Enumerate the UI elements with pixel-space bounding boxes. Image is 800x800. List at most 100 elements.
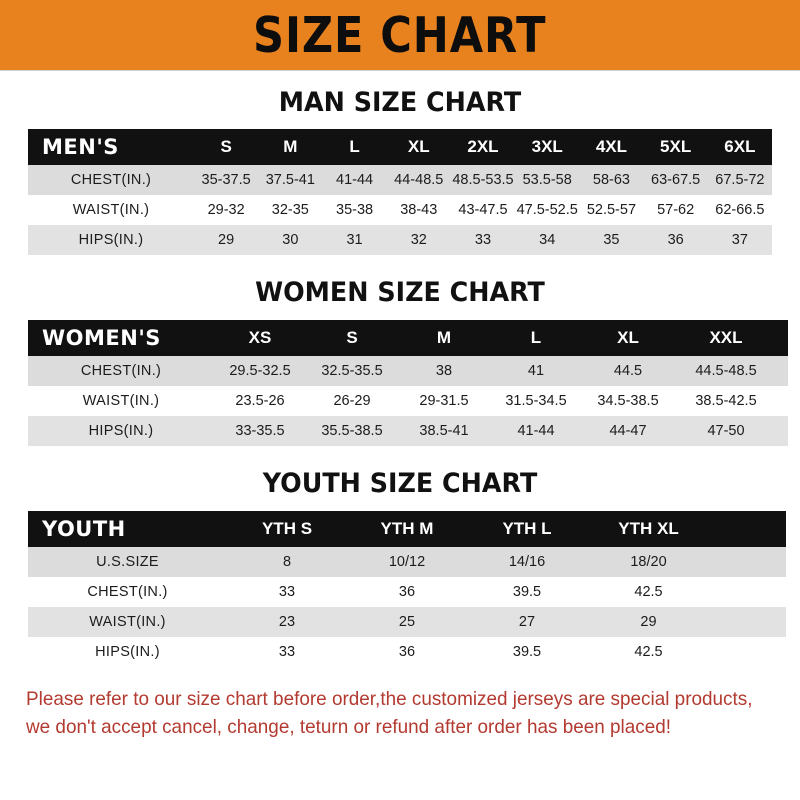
women-size-col-1: S bbox=[346, 328, 358, 347]
footer-disclaimer-line-1: Please refer to our size chart before or… bbox=[26, 688, 753, 710]
youth-row-3-label: HIPS(IN.) bbox=[95, 644, 160, 660]
women-row-1-cell-0: 23.5-26 bbox=[235, 393, 285, 409]
youth-size-col-0: YTH S bbox=[261, 519, 313, 538]
women-section-title: WOMEN SIZE CHART bbox=[255, 277, 545, 308]
women-table-body: WOMEN'S XS S M L XL XXL CHEST(IN.) 29.5-… bbox=[28, 320, 788, 446]
table-row: CHEST(IN.) 35-37.5 37.5-41 41-44 44-48.5… bbox=[28, 165, 772, 195]
women-header-spacer bbox=[778, 320, 788, 356]
youth-row-2-spacer bbox=[710, 607, 786, 637]
man-size-col-6: 4XL bbox=[595, 137, 628, 156]
man-size-col-3: XL bbox=[407, 137, 430, 156]
women-row-2-cell-3: 41-44 bbox=[517, 423, 555, 439]
man-row-2-cell-1: 30 bbox=[282, 232, 299, 248]
man-row-1-cell-5: 47.5-52.5 bbox=[516, 202, 578, 218]
women-header-label: WOMEN'S bbox=[42, 326, 161, 350]
man-section-title: MAN SIZE CHART bbox=[278, 87, 522, 118]
youth-row-1-cell-0: 33 bbox=[278, 584, 296, 600]
man-size-col-8: 6XL bbox=[724, 137, 756, 156]
women-row-1-spacer bbox=[778, 386, 788, 416]
youth-row-0-cell-2: 14/16 bbox=[508, 554, 546, 570]
youth-row-2-cell-3: 29 bbox=[640, 614, 657, 630]
man-size-col-1: M bbox=[283, 137, 298, 156]
man-size-col-7: 5XL bbox=[660, 137, 692, 156]
man-row-0-cell-5: 53.5-58 bbox=[522, 172, 572, 188]
women-row-0-cell-3: 41 bbox=[527, 363, 545, 379]
youth-row-3-cell-1: 36 bbox=[398, 644, 416, 660]
man-row-2-cell-8: 37 bbox=[731, 232, 748, 248]
women-row-2-cell-1: 35.5-38.5 bbox=[321, 423, 383, 439]
youth-row-1-spacer bbox=[710, 577, 786, 607]
man-row-1-cell-8: 62-66.5 bbox=[715, 202, 765, 218]
man-row-0-cell-0: 35-37.5 bbox=[201, 172, 251, 188]
man-row-0-cell-6: 58-63 bbox=[592, 172, 630, 188]
man-row-1-cell-0: 29-32 bbox=[207, 202, 245, 218]
youth-row-1-label: CHEST(IN.) bbox=[87, 584, 168, 600]
table-row: CHEST(IN.) 33 36 39.5 42.5 bbox=[28, 577, 786, 607]
footer-disclaimer-line-2: we don't accept cancel, change, teturn o… bbox=[26, 716, 672, 739]
man-row-2-cell-2: 31 bbox=[346, 232, 363, 248]
table-row: HIPS(IN.) 33 36 39.5 42.5 bbox=[28, 637, 786, 667]
women-row-2-cell-5: 47-50 bbox=[707, 423, 745, 439]
man-row-1-label: WAIST(IN.) bbox=[72, 202, 150, 218]
women-row-0-spacer bbox=[778, 356, 788, 386]
youth-header-spacer bbox=[710, 511, 786, 547]
page-banner: SIZE CHART bbox=[0, 0, 800, 71]
women-row-1-cell-3: 31.5-34.5 bbox=[505, 393, 567, 409]
man-row-1-cell-6: 52.5-57 bbox=[586, 202, 637, 218]
man-row-0-cell-3: 44-48.5 bbox=[394, 172, 444, 188]
women-size-col-0: XS bbox=[248, 328, 272, 347]
man-row-0-cell-8: 67.5-72 bbox=[715, 172, 765, 188]
youth-size-col-1: YTH M bbox=[380, 519, 434, 538]
man-size-col-0: S bbox=[220, 137, 232, 156]
page-title: SIZE CHART bbox=[253, 6, 547, 64]
youth-row-1-cell-1: 36 bbox=[398, 584, 416, 600]
man-row-0-cell-1: 37.5-41 bbox=[265, 172, 315, 188]
man-row-1-cell-3: 38-43 bbox=[400, 202, 438, 218]
table-row: U.S.SIZE 8 10/12 14/16 18/20 bbox=[28, 547, 786, 577]
man-row-2-cell-4: 33 bbox=[474, 232, 492, 248]
youth-row-3-spacer bbox=[710, 637, 786, 667]
man-table-body: MEN'S S M L XL 2XL 3XL 4XL 5XL 6XL CHEST… bbox=[28, 129, 772, 255]
youth-row-2-cell-0: 23 bbox=[278, 614, 296, 630]
footer-disclaimer: Please refer to our size chart before or… bbox=[26, 685, 752, 742]
table-row: WAIST(IN.) 29-32 32-35 35-38 38-43 43-47… bbox=[28, 195, 772, 225]
youth-row-0-cell-0: 8 bbox=[282, 554, 292, 570]
women-row-1-cell-4: 34.5-38.5 bbox=[597, 393, 659, 409]
women-table-header-row: WOMEN'S XS S M L XL XXL bbox=[28, 320, 788, 356]
man-row-0-cell-4: 48.5-53.5 bbox=[452, 172, 514, 188]
table-row: HIPS(IN.) 29 30 31 32 33 34 35 36 37 bbox=[28, 225, 772, 255]
man-row-2-cell-0: 29 bbox=[218, 232, 235, 248]
youth-header-label: YOUTH bbox=[42, 517, 126, 541]
women-row-1-cell-1: 26-29 bbox=[333, 393, 371, 409]
youth-row-3-cell-2: 39.5 bbox=[512, 644, 542, 660]
youth-size-col-3: YTH XL bbox=[618, 519, 679, 538]
man-size-table: MEN'S S M L XL 2XL 3XL 4XL 5XL 6XL CHEST… bbox=[28, 129, 772, 255]
youth-table-header-row: YOUTH YTH S YTH M YTH L YTH XL bbox=[28, 511, 786, 547]
youth-size-table: YOUTH YTH S YTH M YTH L YTH XL U.S.SIZE … bbox=[28, 511, 786, 667]
youth-row-0-cell-3: 18/20 bbox=[630, 554, 667, 570]
women-size-table: WOMEN'S XS S M L XL XXL CHEST(IN.) 29.5-… bbox=[28, 320, 788, 446]
man-row-1-cell-7: 57-62 bbox=[657, 202, 695, 218]
man-table-header-row: MEN'S S M L XL 2XL 3XL 4XL 5XL 6XL bbox=[28, 129, 772, 165]
man-row-0-cell-7: 63-67.5 bbox=[651, 172, 701, 188]
man-header-label: MEN'S bbox=[42, 135, 119, 159]
youth-section-title: YOUTH SIZE CHART bbox=[262, 468, 538, 499]
women-row-2-spacer bbox=[778, 416, 788, 446]
man-size-col-2: L bbox=[349, 137, 360, 156]
man-row-2-cell-6: 35 bbox=[603, 232, 620, 248]
women-row-2-cell-0: 33-35.5 bbox=[235, 423, 285, 439]
women-size-col-2: M bbox=[436, 328, 452, 347]
youth-size-col-2: YTH L bbox=[502, 519, 552, 538]
man-row-1-cell-2: 35-38 bbox=[336, 202, 374, 218]
man-size-col-5: 3XL bbox=[531, 137, 563, 156]
women-row-0-cell-5: 44.5-48.5 bbox=[695, 363, 757, 379]
table-row: HIPS(IN.) 33-35.5 35.5-38.5 38.5-41 41-4… bbox=[28, 416, 788, 446]
youth-row-0-spacer bbox=[710, 547, 786, 577]
man-row-2-cell-3: 32 bbox=[410, 232, 427, 248]
women-row-2-label: HIPS(IN.) bbox=[88, 423, 154, 439]
women-size-col-5: XXL bbox=[709, 328, 743, 347]
man-row-2-cell-5: 34 bbox=[539, 232, 556, 248]
youth-row-1-cell-3: 42.5 bbox=[634, 584, 663, 600]
women-row-1-cell-2: 29-31.5 bbox=[419, 393, 469, 409]
